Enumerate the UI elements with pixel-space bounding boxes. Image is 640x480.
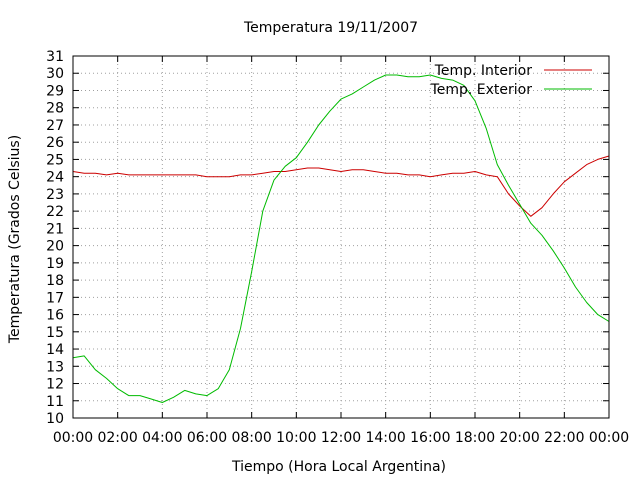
x-tick-label: 06:00 bbox=[187, 430, 227, 446]
y-tick-label: 29 bbox=[46, 83, 64, 99]
y-tick-label: 10 bbox=[46, 411, 64, 427]
y-tick-label: 24 bbox=[46, 170, 64, 186]
y-tick-label: 23 bbox=[46, 187, 64, 203]
y-tick-label: 27 bbox=[46, 118, 64, 134]
x-tick-label: 16:00 bbox=[410, 430, 450, 446]
y-tick-label: 18 bbox=[46, 273, 64, 289]
y-tick-label: 14 bbox=[46, 342, 64, 358]
y-tick-label: 15 bbox=[46, 325, 64, 341]
legend-label-exterior: Temp. Exterior bbox=[430, 82, 533, 98]
y-axis-label: Temperatura (Grados Celsius) bbox=[7, 135, 23, 344]
x-tick-label: 00:00 bbox=[589, 430, 629, 446]
x-tick-label: 18:00 bbox=[455, 430, 495, 446]
y-tick-label: 31 bbox=[46, 49, 64, 65]
y-tick-label: 19 bbox=[46, 256, 64, 272]
x-tick-label: 10:00 bbox=[276, 430, 316, 446]
x-tick-label: 00:00 bbox=[53, 430, 93, 446]
y-tick-label: 13 bbox=[46, 359, 64, 375]
y-tick-label: 28 bbox=[46, 101, 64, 117]
x-tick-label: 08:00 bbox=[231, 430, 271, 446]
y-tick-label: 12 bbox=[46, 377, 64, 393]
x-tick-label: 20:00 bbox=[499, 430, 539, 446]
series-line-exterior bbox=[72, 74, 610, 403]
series-lines bbox=[72, 74, 610, 403]
series-line-interior bbox=[72, 155, 610, 217]
y-tick-label: 11 bbox=[46, 394, 64, 410]
y-tick-label: 20 bbox=[46, 239, 64, 255]
x-axis-label: Tiempo (Hora Local Argentina) bbox=[231, 459, 446, 475]
x-tick-label: 04:00 bbox=[142, 430, 182, 446]
y-tick-label: 21 bbox=[46, 221, 64, 237]
legend: Temp. Interior Temp. Exterior bbox=[430, 63, 592, 98]
y-tick-label: 16 bbox=[46, 308, 64, 324]
chart-title: Temperatura 19/11/2007 bbox=[243, 20, 418, 36]
x-tick-label: 12:00 bbox=[321, 430, 361, 446]
x-tick-label: 14:00 bbox=[365, 430, 405, 446]
legend-label-interior: Temp. Interior bbox=[434, 63, 533, 79]
x-tick-label: 22:00 bbox=[544, 430, 584, 446]
x-tick-labels: 00:00 02:00 04:00 06:00 08:00 10:00 12:00 14:00… bbox=[53, 430, 629, 446]
grid-lines bbox=[73, 56, 609, 418]
y-tick-label: 25 bbox=[46, 152, 64, 168]
y-tick-label: 30 bbox=[46, 66, 64, 82]
y-tick-label: 22 bbox=[46, 204, 64, 220]
x-tick-label: 02:00 bbox=[97, 430, 137, 446]
y-tick-label: 17 bbox=[46, 290, 64, 306]
y-tick-label: 26 bbox=[46, 135, 64, 151]
tick-marks bbox=[72, 55, 610, 419]
